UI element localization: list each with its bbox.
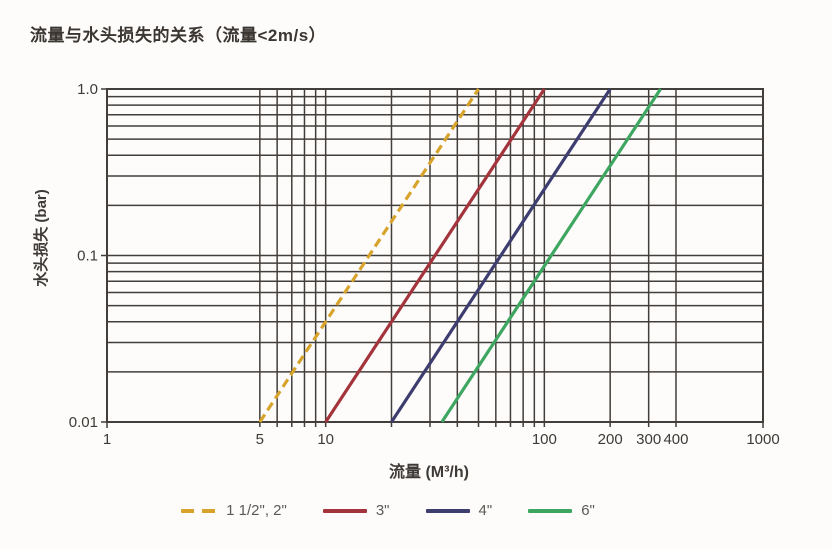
legend-item-6in: 6" bbox=[528, 502, 595, 519]
legend-line-sample bbox=[322, 508, 367, 513]
x-tick-label: 1000 bbox=[746, 431, 779, 448]
y-tick-label: 0.01 bbox=[69, 414, 98, 431]
x-tick-label: 200 bbox=[598, 431, 623, 448]
x-tick-label: 400 bbox=[663, 431, 688, 448]
legend-item-1-5in-2in: 1 1/2", 2" bbox=[181, 502, 287, 519]
axis-tick-labels: 1 5 10 100 200 300 400 1000 1.0 0.1 0.01 bbox=[69, 81, 780, 448]
legend-line-sample bbox=[425, 508, 470, 513]
legend-line-sample bbox=[528, 508, 573, 513]
legend-label: 1 1/2", 2" bbox=[226, 502, 287, 519]
x-tick-label: 300 bbox=[636, 431, 661, 448]
plot-border bbox=[106, 88, 764, 423]
series-line-6 bbox=[440, 88, 662, 423]
x-tick-label: 10 bbox=[317, 431, 334, 448]
legend-label: 4" bbox=[478, 502, 493, 519]
legend-line-sample-dashed bbox=[181, 508, 218, 513]
legend-item-4in: 4" bbox=[425, 502, 493, 519]
series-line-3 bbox=[324, 88, 546, 423]
y-axis-title: 水头损失 (bar) bbox=[32, 189, 50, 287]
legend-item-3in: 3" bbox=[322, 502, 390, 519]
x-tick-label: 1 bbox=[103, 431, 111, 448]
chart-title: 流量与水头损失的关系（流量<2m/s） bbox=[30, 26, 327, 45]
series-line-1-1-2-2 bbox=[258, 88, 480, 423]
x-tick-label: 5 bbox=[256, 431, 264, 448]
y-tick-label: 1.0 bbox=[77, 81, 98, 98]
legend-label: 6" bbox=[581, 502, 595, 519]
x-axis-title: 流量 (M³/h) bbox=[389, 462, 469, 481]
y-tick-label: 0.1 bbox=[77, 248, 98, 265]
chart-legend: 1 1/2", 2" 3" 4" 6" bbox=[0, 502, 804, 519]
x-tick-label: 100 bbox=[532, 431, 557, 448]
legend-label: 3" bbox=[375, 502, 390, 519]
series-line-4 bbox=[390, 88, 612, 423]
